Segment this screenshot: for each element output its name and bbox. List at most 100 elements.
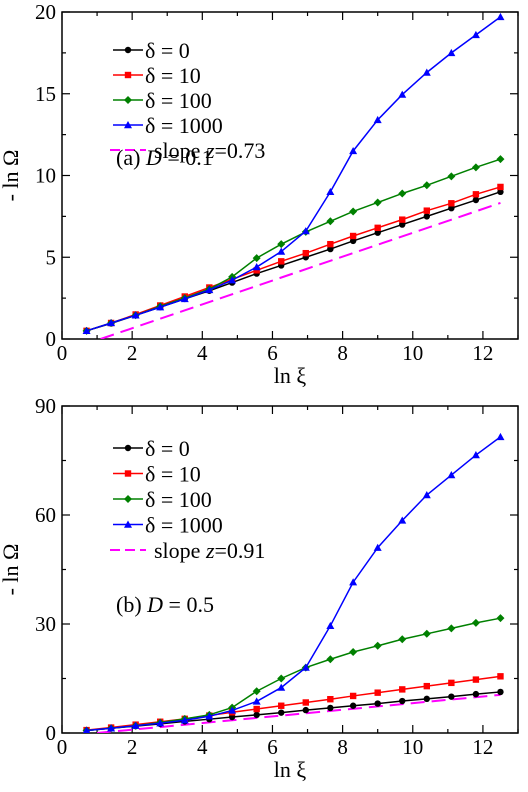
panel-annotation: (a) D = 0.1 <box>116 145 213 170</box>
data-point <box>373 543 382 551</box>
data-point <box>349 647 358 656</box>
x-tick-label: 8 <box>337 735 348 759</box>
data-point <box>278 709 285 716</box>
data-point <box>228 706 237 714</box>
data-point <box>278 702 285 709</box>
legend-label: δ = 1000 <box>145 113 223 138</box>
data-point <box>422 629 431 638</box>
x-tick-label: 0 <box>57 735 68 759</box>
legend-entry: δ = 10 <box>113 63 201 88</box>
data-point <box>399 221 406 228</box>
y-tick-label: 60 <box>35 503 56 527</box>
data-point <box>326 655 335 664</box>
x-tick-label: 12 <box>472 341 493 365</box>
legend-label: δ = 10 <box>145 63 201 88</box>
legend-entry: δ = 1000 <box>113 513 223 538</box>
data-point <box>326 621 335 630</box>
data-point <box>496 155 505 164</box>
data-point <box>156 303 165 311</box>
data-point <box>448 693 455 700</box>
data-point <box>398 516 407 524</box>
data-point <box>422 68 431 76</box>
x-tick-label: 6 <box>267 341 278 365</box>
data-point <box>277 674 286 683</box>
y-tick-label: 30 <box>35 612 56 636</box>
y-tick-label: 10 <box>35 164 56 188</box>
legend-marker <box>124 96 132 104</box>
y-tick-label: 20 <box>35 0 56 24</box>
legend-marker <box>124 46 132 54</box>
data-point <box>252 254 261 263</box>
data-point <box>327 245 334 253</box>
legend-label: δ = 100 <box>145 88 212 113</box>
x-tick-label: 2 <box>127 735 138 759</box>
data-point <box>472 676 480 683</box>
data-point <box>497 183 504 191</box>
data-point <box>497 688 504 696</box>
data-point <box>373 641 382 650</box>
data-point <box>472 690 480 698</box>
data-point <box>497 673 504 680</box>
data-point <box>448 205 455 212</box>
data-point <box>471 451 480 459</box>
legend-entry-slope: slope z=0.73 <box>110 138 265 163</box>
data-point <box>302 249 309 257</box>
data-point <box>399 216 406 223</box>
data-point <box>448 679 455 687</box>
data-point <box>497 188 504 196</box>
legend-marker <box>124 520 132 528</box>
plot-area <box>82 432 505 733</box>
data-point <box>374 700 381 707</box>
data-point <box>131 721 140 729</box>
data-point <box>326 217 335 226</box>
slope-line <box>100 202 501 339</box>
data-point <box>447 624 456 633</box>
legend-entry: δ = 0 <box>113 38 190 63</box>
series-line <box>86 436 501 732</box>
data-point <box>326 187 335 196</box>
data-point <box>180 294 189 303</box>
series-line <box>86 675 501 731</box>
data-point <box>349 702 357 709</box>
y-axis-label: - ln Ω <box>0 544 23 596</box>
data-point <box>301 227 310 235</box>
data-point <box>253 711 260 719</box>
data-point <box>472 196 480 204</box>
data-point <box>447 471 456 479</box>
legend-entry: δ = 1000 <box>113 113 223 138</box>
x-tick-label: 8 <box>337 341 348 365</box>
data-point <box>252 263 261 271</box>
x-tick-label: 4 <box>197 735 208 759</box>
data-point <box>422 181 431 190</box>
data-point <box>253 705 260 713</box>
y-tick-label: 0 <box>46 327 57 351</box>
legend-label: δ = 1000 <box>145 513 223 538</box>
x-tick-label: 10 <box>402 341 423 365</box>
data-point <box>398 189 407 198</box>
data-point <box>349 207 358 216</box>
data-point <box>471 618 480 627</box>
data-point <box>327 240 334 248</box>
data-point <box>471 30 480 39</box>
x-tick-label: 0 <box>57 341 68 365</box>
data-point <box>471 163 480 172</box>
data-point <box>327 696 334 703</box>
series-delta_100 <box>82 155 505 335</box>
x-axis-label: ln ξ <box>274 363 307 388</box>
legend-entry: δ = 100 <box>113 88 212 113</box>
data-point <box>156 719 165 727</box>
series-delta_0 <box>83 688 504 733</box>
data-point <box>373 198 382 207</box>
data-point <box>496 614 505 623</box>
series-delta_1000 <box>82 432 505 733</box>
data-point <box>423 207 430 214</box>
data-point <box>373 115 382 124</box>
data-point <box>423 213 430 220</box>
data-point <box>398 635 407 644</box>
data-point <box>252 697 261 705</box>
series-line <box>86 158 501 332</box>
